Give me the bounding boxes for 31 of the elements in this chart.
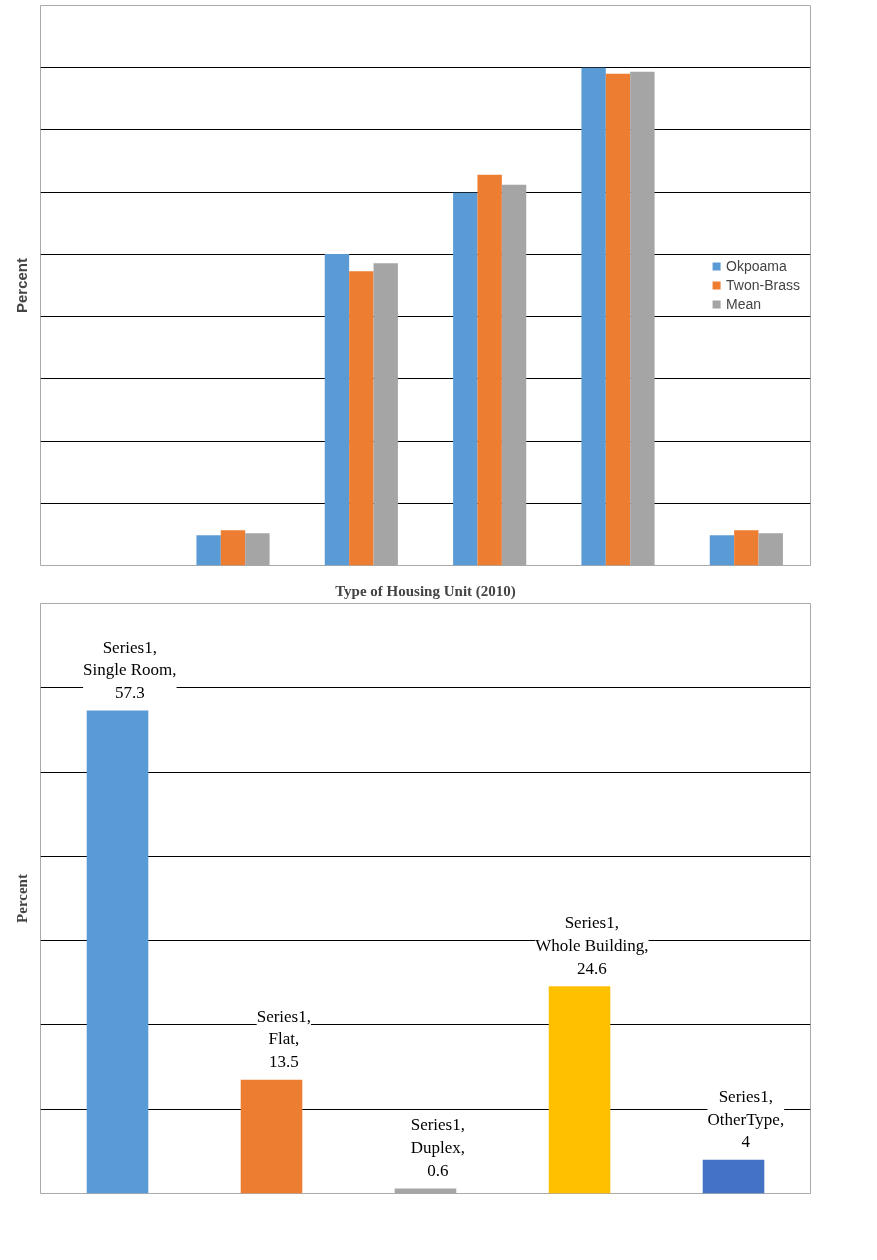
bar — [453, 192, 478, 566]
bar — [758, 533, 783, 566]
bar — [702, 1159, 765, 1194]
data-label: Series1, Flat, 13.5 — [256, 1006, 311, 1072]
bar — [373, 263, 398, 566]
bar — [501, 184, 527, 566]
bar — [196, 535, 221, 566]
bar — [548, 986, 611, 1194]
legend-label: Okpoama — [726, 258, 787, 274]
data-label: Series1, Whole Building, 24.6 — [535, 913, 649, 978]
bar — [709, 535, 735, 566]
y-axis-title: Percent — [13, 874, 30, 923]
bar — [630, 71, 655, 566]
bar — [245, 533, 270, 566]
data-label: Series1, Single Room, 57.3 — [83, 637, 177, 703]
bar — [324, 253, 350, 566]
bar — [86, 710, 149, 1194]
bar — [605, 73, 631, 566]
bar — [477, 174, 502, 566]
y-axis-title: Percent — [12, 257, 30, 314]
bar — [220, 530, 246, 566]
chart-title: Type of Housing Unit (2010) — [335, 582, 516, 600]
bar — [734, 530, 759, 566]
bar — [240, 1079, 303, 1194]
data-label: Series1, OtherType, 4 — [707, 1086, 785, 1152]
bar — [349, 271, 374, 566]
data-label: Series1, Duplex, 0.6 — [410, 1115, 465, 1181]
legend-label: Twon-Brass — [726, 277, 800, 293]
legend-label: Mean — [726, 296, 762, 312]
bar — [394, 1188, 457, 1194]
bar — [581, 67, 606, 566]
